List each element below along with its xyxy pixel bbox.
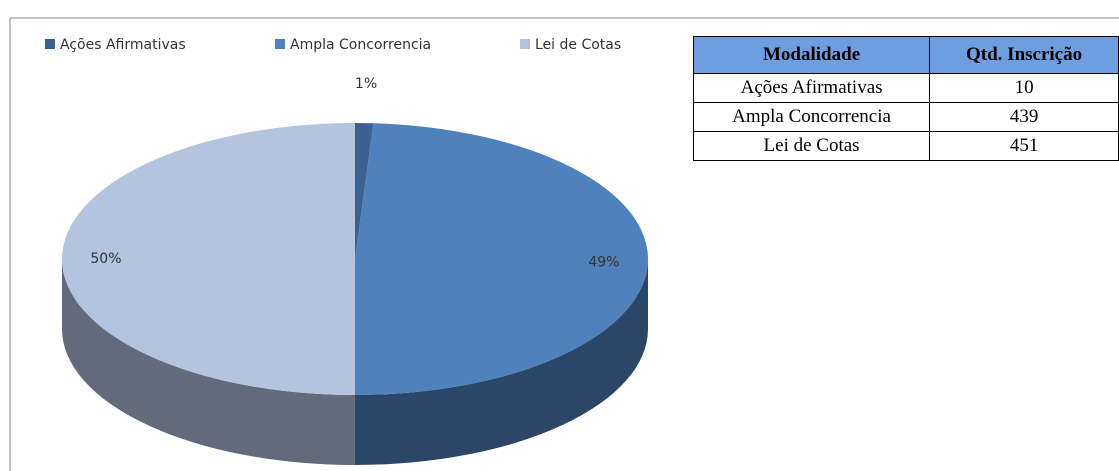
legend-swatch (275, 39, 285, 49)
legend-label: Ações Afirmativas (60, 37, 186, 53)
data-label: 49% (588, 255, 619, 271)
header-row: Modalidade Qtd. Inscrição (692, 36, 1119, 74)
cell: 451 (929, 131, 1119, 161)
slice (355, 123, 374, 259)
cell: Ampla Concorrencia (692, 102, 931, 132)
legend-swatch (45, 39, 55, 49)
data-label: 50% (90, 251, 121, 267)
slice (355, 123, 649, 395)
cell: 10 (929, 73, 1119, 103)
header-cell: Qtd. Inscrição (929, 36, 1119, 74)
cell: Lei de Cotas (692, 131, 931, 161)
slice-side (62, 259, 355, 465)
legend-label: Lei de Cotas (535, 37, 621, 53)
table-row: Ampla Concorrencia 439 (692, 102, 1119, 132)
chart-border (9, 17, 1119, 471)
cell: 439 (929, 102, 1119, 132)
legend-swatch (520, 39, 530, 49)
legend-label: Ampla Concorrencia (290, 37, 431, 53)
header-cell: Modalidade (692, 36, 931, 74)
slice-side (355, 259, 648, 465)
data-label: 1% (355, 76, 377, 92)
slice (62, 123, 355, 395)
table-row: Ações Afirmativas 10 (692, 73, 1119, 103)
data-table: Modalidade Qtd. Inscrição Ações Afirmati… (692, 36, 1119, 161)
cell: Ações Afirmativas (692, 73, 931, 103)
table-row: Lei de Cotas 451 (692, 131, 1119, 161)
